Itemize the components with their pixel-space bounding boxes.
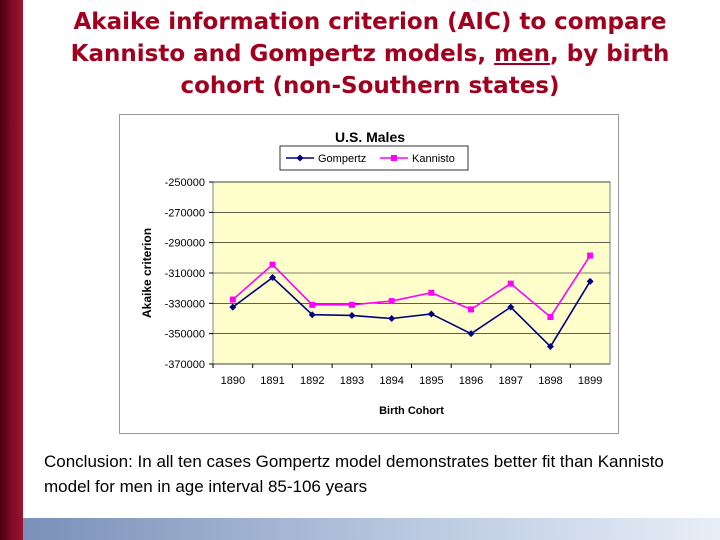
x-axis-label: Birth Cohort bbox=[379, 405, 444, 417]
data-point-gompertz bbox=[388, 315, 396, 322]
x-tick-label: 1893 bbox=[340, 375, 364, 387]
data-point-gompertz bbox=[467, 330, 475, 338]
x-tick-label: 1894 bbox=[379, 375, 403, 387]
x-tick-label: 1892 bbox=[300, 375, 324, 387]
y-axis-label: Akaike criterion bbox=[140, 228, 154, 318]
data-point-gompertz bbox=[269, 274, 277, 282]
data-point-kannisto bbox=[388, 298, 395, 305]
legend-label-kannisto: Kannisto bbox=[412, 153, 455, 165]
slide-title-part2: , by birth cohort (non-Southern states) bbox=[180, 41, 670, 99]
x-tick-label: 1895 bbox=[419, 375, 443, 387]
legend-marker-kannisto bbox=[391, 155, 397, 161]
y-tick-label: -310000 bbox=[165, 268, 205, 280]
y-tick-label: -350000 bbox=[165, 329, 205, 341]
data-point-kannisto bbox=[229, 296, 236, 303]
chart-title: U.S. Males bbox=[335, 129, 405, 145]
data-point-gompertz bbox=[507, 303, 515, 311]
slide-title-underlined: men bbox=[494, 41, 551, 67]
data-point-kannisto bbox=[309, 301, 316, 308]
data-point-gompertz bbox=[229, 303, 237, 311]
bottom-accent-bar bbox=[23, 518, 720, 540]
legend-marker-gompertz bbox=[296, 154, 304, 162]
conclusion-text: Conclusion: In all ten cases Gompertz mo… bbox=[44, 452, 664, 496]
x-tick-label: 1891 bbox=[260, 375, 284, 387]
x-tick-label: 1899 bbox=[578, 375, 602, 387]
slide-title-part1: Akaike information criterion (AIC) to co… bbox=[70, 9, 667, 67]
data-point-gompertz bbox=[348, 311, 356, 319]
data-point-gompertz bbox=[308, 311, 316, 319]
y-tick-label: -250000 bbox=[165, 177, 205, 189]
series-line-gompertz bbox=[232, 276, 591, 348]
data-point-kannisto bbox=[428, 289, 435, 296]
data-point-kannisto bbox=[507, 280, 514, 287]
y-tick-label: -370000 bbox=[165, 359, 205, 371]
x-tick-label: 1897 bbox=[499, 375, 523, 387]
series-line-kannisto bbox=[232, 255, 591, 319]
data-point-gompertz bbox=[546, 343, 554, 351]
y-tick-label: -290000 bbox=[165, 238, 205, 250]
x-tick-label: 1896 bbox=[459, 375, 483, 387]
data-point-kannisto bbox=[269, 261, 276, 268]
data-point-kannisto bbox=[547, 313, 554, 320]
y-tick-label: -330000 bbox=[165, 298, 205, 310]
data-point-kannisto bbox=[587, 252, 594, 259]
data-point-kannisto bbox=[348, 301, 355, 308]
x-tick-label: 1890 bbox=[221, 375, 245, 387]
y-tick-label: -270000 bbox=[165, 207, 205, 219]
chart-frame: -250000 -270000 -290000 -310000 -330000 -3500… bbox=[119, 114, 619, 434]
data-point-gompertz bbox=[586, 277, 594, 285]
data-point-kannisto bbox=[468, 306, 475, 313]
aic-line-chart: -250000 -270000 -290000 -310000 -330000 -3500… bbox=[140, 129, 611, 417]
x-tick-label: 1898 bbox=[538, 375, 562, 387]
legend-label-gompertz: Gompertz bbox=[318, 153, 366, 165]
sidebar-accent-bar bbox=[0, 0, 23, 540]
data-point-gompertz bbox=[427, 310, 435, 318]
slide-title: Akaike information criterion (AIC) to co… bbox=[40, 6, 700, 102]
